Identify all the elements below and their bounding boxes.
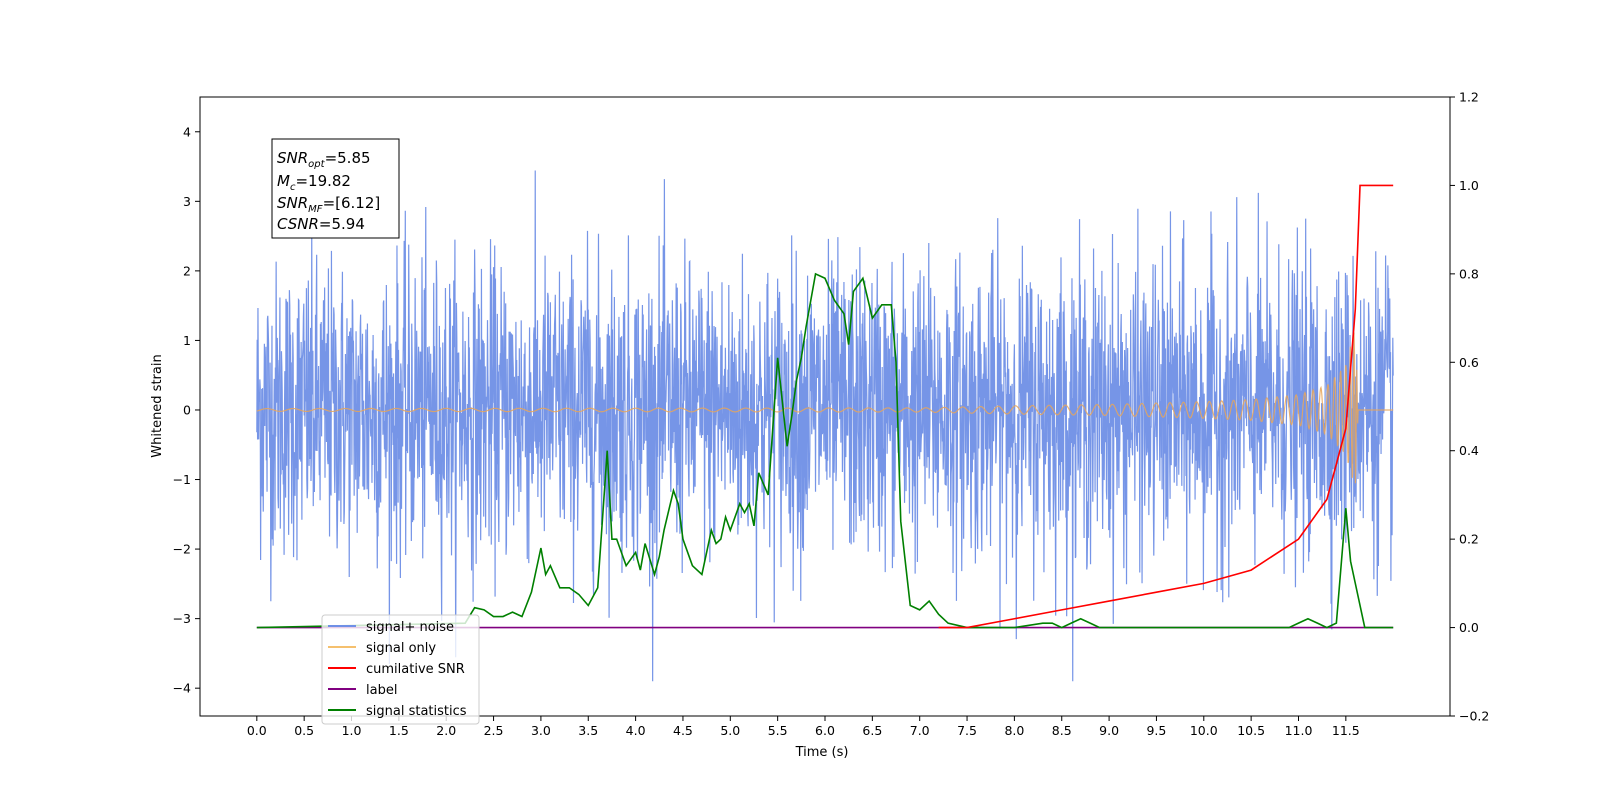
y-axis-left: −4 −3 −2 −1 0 1 2 3 4 bbox=[173, 124, 200, 696]
series-layer bbox=[256, 170, 1394, 682]
x-tick-label: 1.0 bbox=[342, 723, 362, 738]
y-tick-label-left: 1 bbox=[183, 333, 191, 348]
x-tick-label: 3.5 bbox=[578, 723, 598, 738]
x-tick-label: 2.5 bbox=[484, 723, 504, 738]
x-tick-label: 8.0 bbox=[1004, 723, 1024, 738]
y-tick-label-left: 4 bbox=[183, 124, 191, 139]
x-tick-label: 10.5 bbox=[1237, 723, 1265, 738]
annotation-snr-opt: SNRopt=5.85 bbox=[277, 149, 371, 170]
x-tick-label: 6.5 bbox=[862, 723, 882, 738]
y-tick-label-left: −4 bbox=[173, 681, 191, 696]
x-tick-label: 8.5 bbox=[1052, 723, 1072, 738]
y-tick-label-left: 0 bbox=[183, 402, 191, 417]
y-tick-label-right: 1.0 bbox=[1459, 178, 1479, 193]
svg-text:signal statistics: signal statistics bbox=[366, 704, 467, 719]
x-tick-label: 1.5 bbox=[389, 723, 409, 738]
y-tick-label-left: 3 bbox=[183, 194, 191, 209]
y-tick-label-right: 1.2 bbox=[1459, 90, 1479, 105]
y-tick-label-right: −0.2 bbox=[1459, 709, 1489, 724]
legend-entry-label: label bbox=[328, 683, 397, 698]
y-axis-right: −0.2 0.0 0.2 0.4 0.6 0.8 1.0 1.2 bbox=[1450, 90, 1489, 724]
x-tick-label: 7.0 bbox=[910, 723, 930, 738]
y-tick-label-left: −3 bbox=[173, 611, 191, 626]
x-tick-label: 0.0 bbox=[247, 723, 267, 738]
svg-text:signal only: signal only bbox=[366, 641, 436, 656]
x-axis-label: Time (s) bbox=[795, 745, 849, 760]
x-tick-label: 11.5 bbox=[1332, 723, 1360, 738]
x-tick-label: 9.5 bbox=[1146, 723, 1166, 738]
legend-entry-signal-only: signal only bbox=[328, 641, 436, 656]
y-tick-label-left: −2 bbox=[173, 542, 191, 557]
x-tick-label: 0.5 bbox=[294, 723, 314, 738]
x-tick-label: 4.5 bbox=[673, 723, 693, 738]
y-tick-label-right: 0.0 bbox=[1459, 620, 1479, 635]
legend: signal+ noise signal only cumilative SNR… bbox=[321, 614, 480, 725]
x-tick-label: 4.0 bbox=[626, 723, 646, 738]
annotation-box: SNRopt=5.85 Mc=19.82 SNRMF=[6.12] CSNR=5… bbox=[271, 138, 400, 239]
legend-entry-signal-noise: signal+ noise bbox=[328, 620, 454, 635]
x-tick-label: 5.0 bbox=[720, 723, 740, 738]
y-tick-label-right: 0.6 bbox=[1459, 355, 1479, 370]
y-tick-label-right: 0.2 bbox=[1459, 532, 1479, 547]
x-axis: 0.0 0.5 1.0 1.5 2.0 2.5 3.0 3.5 4.0 4.5 5.0 5.5 6.0 6… bbox=[247, 716, 1360, 738]
x-tick-label: 3.0 bbox=[531, 723, 551, 738]
annotation-csnr: CSNR=5.94 bbox=[277, 215, 365, 233]
svg-text:signal+ noise: signal+ noise bbox=[366, 620, 454, 635]
annotation-mc: Mc=19.82 bbox=[277, 172, 351, 193]
x-tick-label: 11.0 bbox=[1285, 723, 1313, 738]
series-signal-noise bbox=[256, 170, 1394, 682]
y-tick-label-left: 2 bbox=[183, 263, 191, 278]
y-axis-label: Whitened strain bbox=[150, 354, 165, 457]
legend-entry-cumilative-snr: cumilative SNR bbox=[328, 662, 465, 677]
x-tick-label: 9.0 bbox=[1099, 723, 1119, 738]
y-tick-label-right: 0.4 bbox=[1459, 443, 1479, 458]
series-signal-only bbox=[256, 332, 1394, 484]
y-tick-label-right: 0.8 bbox=[1459, 266, 1479, 281]
y-tick-label-left: −1 bbox=[173, 472, 191, 487]
x-tick-label: 5.5 bbox=[768, 723, 788, 738]
x-tick-label: 6.0 bbox=[815, 723, 835, 738]
series-signal-statistics bbox=[256, 272, 1394, 629]
series-cumilative-snr bbox=[938, 184, 1394, 629]
x-tick-label: 2.0 bbox=[436, 723, 456, 738]
svg-text:label: label bbox=[366, 683, 397, 698]
x-tick-label: 7.5 bbox=[957, 723, 977, 738]
svg-text:cumilative SNR: cumilative SNR bbox=[366, 662, 465, 677]
annotation-snr-mf: SNRMF=[6.12] bbox=[277, 194, 380, 215]
x-tick-label: 10.0 bbox=[1190, 723, 1218, 738]
legend-entry-signal-statistics: signal statistics bbox=[328, 704, 467, 719]
